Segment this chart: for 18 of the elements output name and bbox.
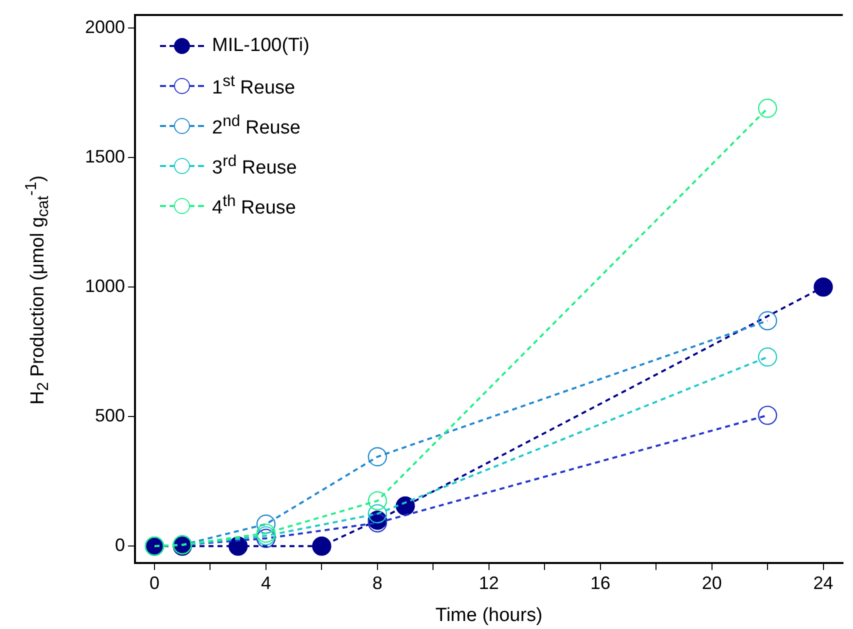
x-tick-label: 8 (372, 572, 382, 593)
y-tick-label: 2000 (84, 16, 125, 37)
x-tick-label: 4 (260, 572, 271, 593)
legend-label: 1$^{st}$ Reuse (212, 72, 296, 100)
x-axis-title: Time (hours) (435, 604, 542, 626)
x-tick-label: 20 (702, 572, 722, 593)
x-tick-label: 0 (150, 572, 160, 593)
y-tick-label: 1500 (84, 146, 125, 166)
x-tick-label: 12 (478, 572, 499, 593)
legend-label: 2$^{nd}$ Reuse (212, 112, 300, 140)
y-tick-label: 1000 (84, 276, 125, 296)
y-tick-label: 500 (94, 406, 125, 426)
legend-label: MIL-100(Ti) (212, 35, 310, 57)
x-tick-label: 24 (813, 572, 834, 593)
legend-label: 4$^{th}$ Reuse (212, 192, 296, 220)
x-tick-label: 16 (590, 572, 610, 593)
y-tick-label: 0 (114, 535, 125, 556)
legend-label: 3$^{rd}$ Reuse (212, 152, 297, 180)
